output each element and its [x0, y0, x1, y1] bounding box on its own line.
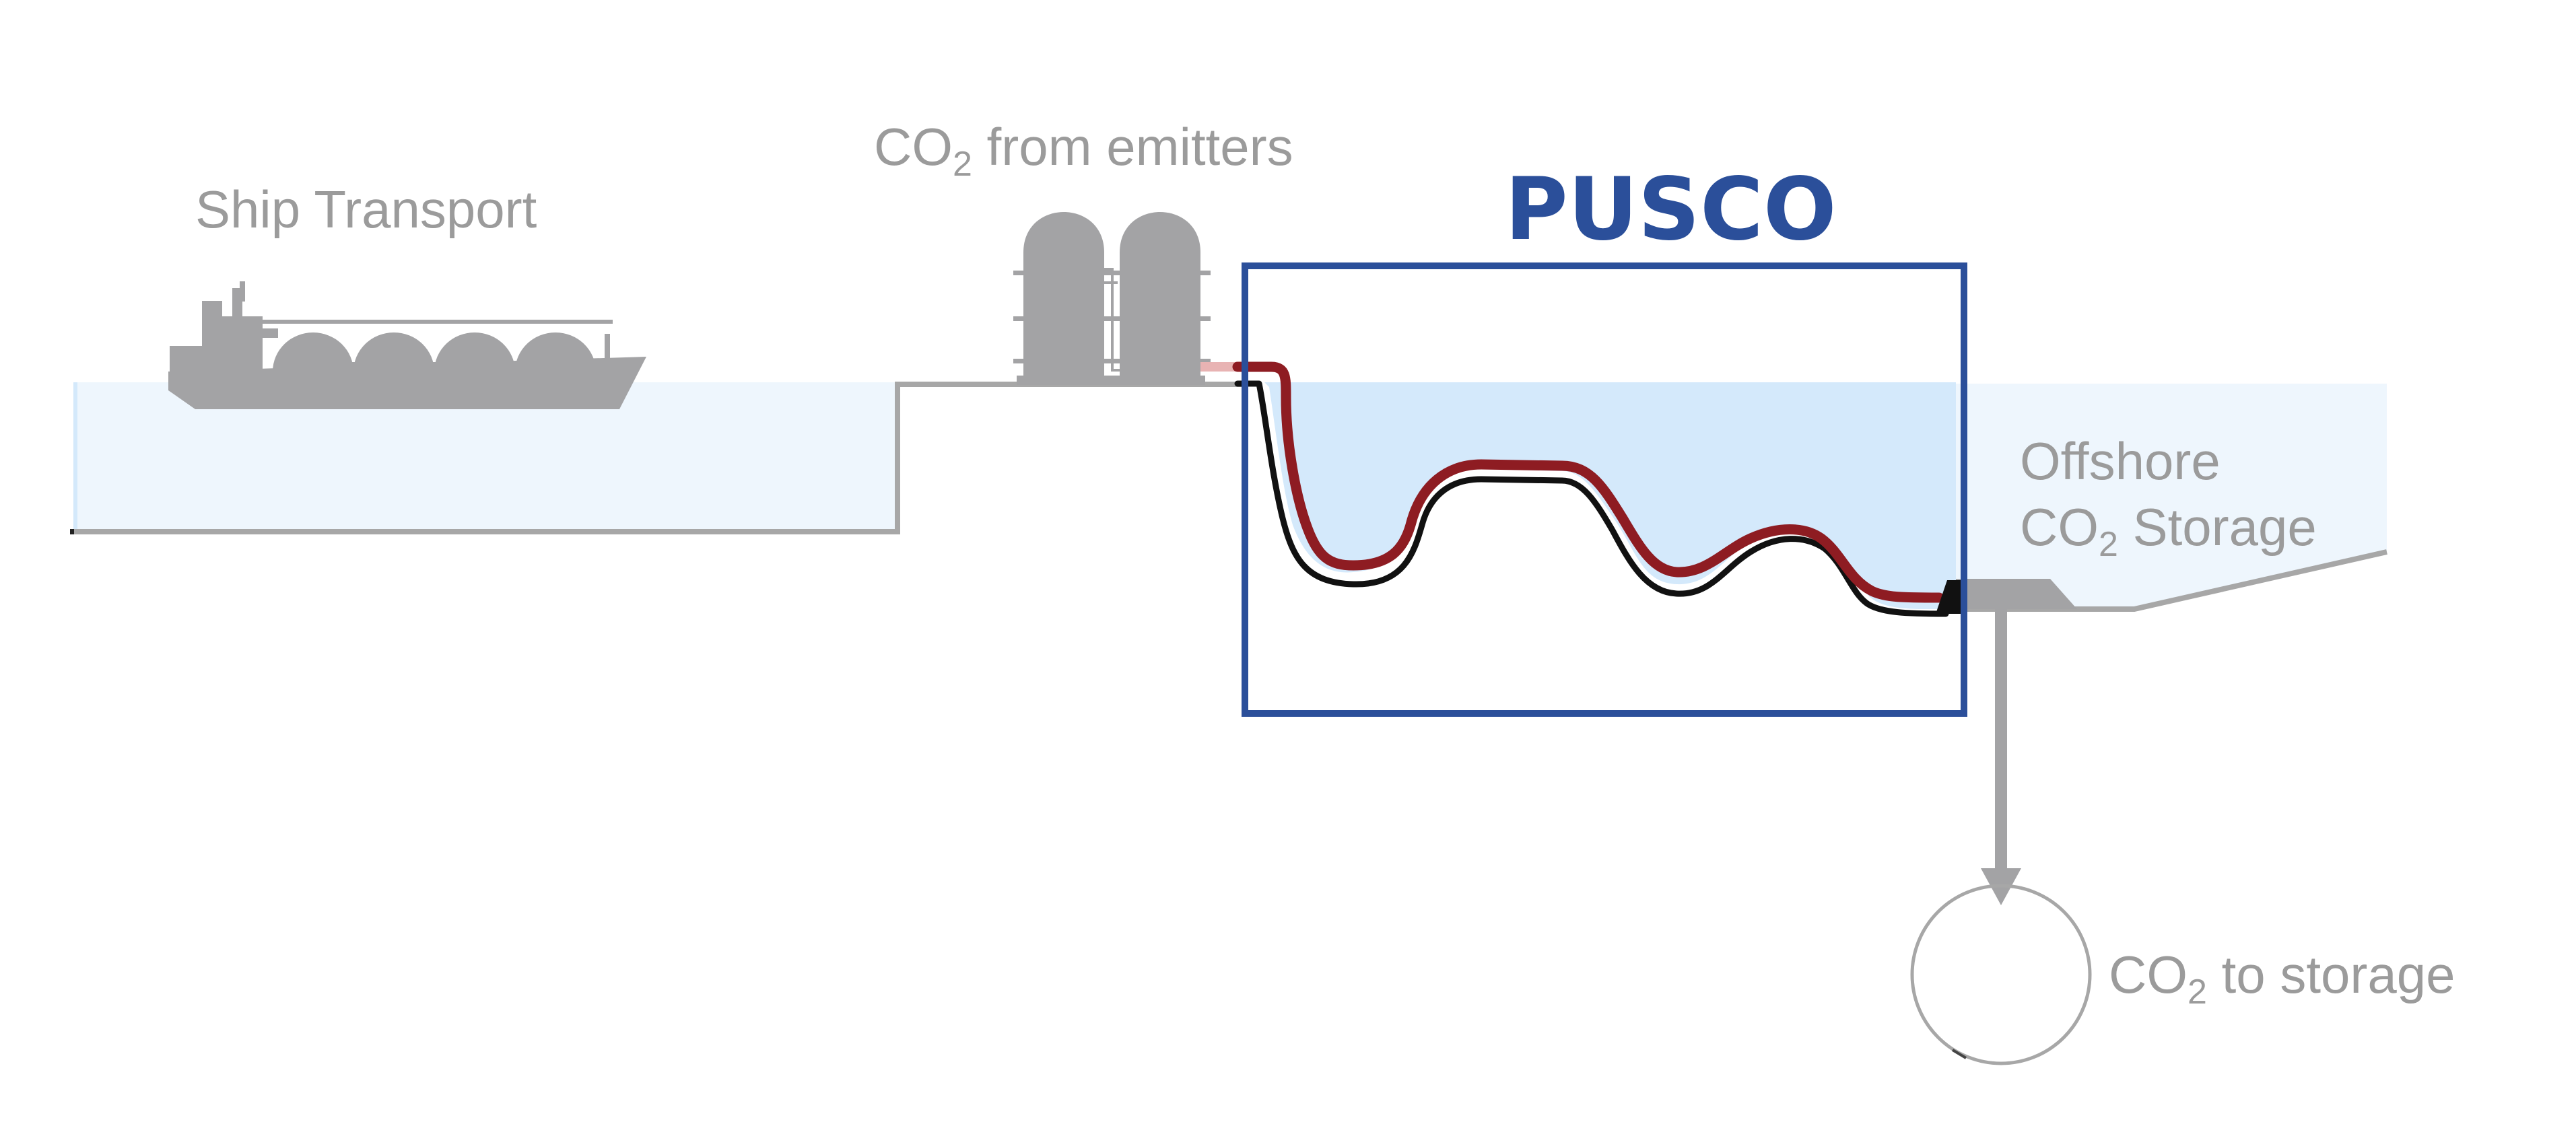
platform-icon	[1936, 579, 2077, 614]
co2-to-storage-label: CO2 to storage	[2109, 945, 2455, 1012]
offshore-storage-label: CO2 Storage	[2020, 497, 2317, 564]
tank-connector	[1104, 268, 1120, 372]
pipe-stub	[1200, 362, 1238, 372]
pusco-box	[1242, 262, 1967, 717]
ship-transport-label: Ship Transport	[195, 180, 537, 239]
reservoir-circle-icon	[1910, 884, 2092, 1065]
pipeline-black	[1234, 380, 1949, 617]
storage-tanks-icon	[1013, 212, 1211, 385]
reservoir-tick	[1951, 1049, 1967, 1059]
offshore-water	[1956, 384, 2387, 609]
pusco-title: PUSCO	[1505, 160, 1837, 260]
co2-from-emitters-label: CO2 from emitters	[874, 117, 1293, 184]
offshore-label: Offshore	[2020, 431, 2221, 491]
ship-icon	[168, 281, 646, 409]
pipeline-red	[1232, 361, 1944, 603]
